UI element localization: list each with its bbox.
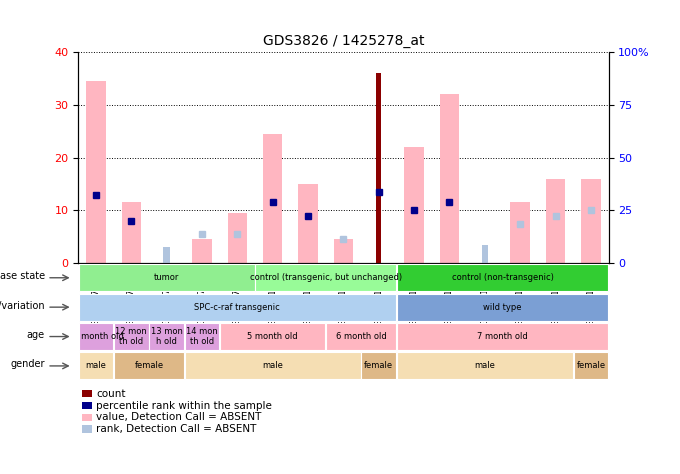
Bar bbox=[362, 352, 396, 380]
Text: 5 month old: 5 month old bbox=[248, 332, 298, 341]
Bar bbox=[440, 94, 459, 263]
Text: 10 month old: 10 month old bbox=[68, 332, 124, 341]
Bar bbox=[546, 179, 565, 263]
Text: control (non-transgenic): control (non-transgenic) bbox=[452, 273, 554, 282]
Text: male: male bbox=[262, 362, 283, 370]
Text: 14 mon
th old: 14 mon th old bbox=[186, 327, 218, 346]
Bar bbox=[481, 245, 488, 263]
Text: control (transgenic, but unchanged): control (transgenic, but unchanged) bbox=[250, 273, 402, 282]
Bar bbox=[299, 184, 318, 263]
Bar bbox=[228, 213, 247, 263]
Bar bbox=[163, 247, 170, 263]
Bar bbox=[82, 390, 92, 397]
Bar bbox=[150, 323, 184, 350]
Bar bbox=[397, 293, 608, 321]
Text: rank, Detection Call = ABSENT: rank, Detection Call = ABSENT bbox=[96, 424, 256, 434]
Text: 6 month old: 6 month old bbox=[336, 332, 386, 341]
Bar bbox=[397, 264, 608, 292]
Text: percentile rank within the sample: percentile rank within the sample bbox=[96, 401, 272, 410]
Bar bbox=[82, 402, 92, 409]
Bar bbox=[114, 352, 184, 380]
Text: gender: gender bbox=[10, 359, 45, 369]
Title: GDS3826 / 1425278_at: GDS3826 / 1425278_at bbox=[262, 34, 424, 48]
Bar bbox=[581, 179, 600, 263]
Text: value, Detection Call = ABSENT: value, Detection Call = ABSENT bbox=[96, 412, 261, 422]
Bar bbox=[79, 264, 254, 292]
Bar bbox=[79, 323, 113, 350]
Text: 12 mon
th old: 12 mon th old bbox=[116, 327, 147, 346]
Text: female: female bbox=[577, 362, 605, 370]
Bar bbox=[220, 323, 325, 350]
Bar bbox=[79, 293, 396, 321]
Text: female: female bbox=[364, 362, 393, 370]
Text: 7 month old: 7 month old bbox=[477, 332, 528, 341]
Bar bbox=[185, 352, 360, 380]
Text: 13 mon
h old: 13 mon h old bbox=[151, 327, 182, 346]
Text: wild type: wild type bbox=[483, 303, 522, 311]
Bar bbox=[185, 323, 219, 350]
Text: genotype/variation: genotype/variation bbox=[0, 301, 45, 310]
Bar bbox=[397, 352, 573, 380]
Text: male: male bbox=[475, 362, 495, 370]
Bar bbox=[192, 239, 211, 263]
Bar bbox=[376, 73, 381, 263]
Text: tumor: tumor bbox=[154, 273, 180, 282]
Text: disease state: disease state bbox=[0, 271, 45, 281]
Bar bbox=[334, 239, 353, 263]
Bar bbox=[122, 202, 141, 263]
Bar bbox=[263, 134, 282, 263]
Bar bbox=[511, 202, 530, 263]
Bar bbox=[574, 352, 608, 380]
Text: age: age bbox=[27, 330, 45, 340]
Text: female: female bbox=[135, 362, 163, 370]
Bar bbox=[86, 81, 105, 263]
Bar bbox=[114, 323, 148, 350]
Bar bbox=[326, 323, 396, 350]
Bar bbox=[79, 352, 113, 380]
Bar bbox=[82, 413, 92, 421]
Text: count: count bbox=[96, 389, 126, 399]
Text: male: male bbox=[86, 362, 106, 370]
Text: SPC-c-raf transgenic: SPC-c-raf transgenic bbox=[194, 303, 280, 311]
Bar bbox=[256, 264, 396, 292]
Bar bbox=[405, 147, 424, 263]
Bar bbox=[397, 323, 608, 350]
Bar bbox=[82, 426, 92, 433]
